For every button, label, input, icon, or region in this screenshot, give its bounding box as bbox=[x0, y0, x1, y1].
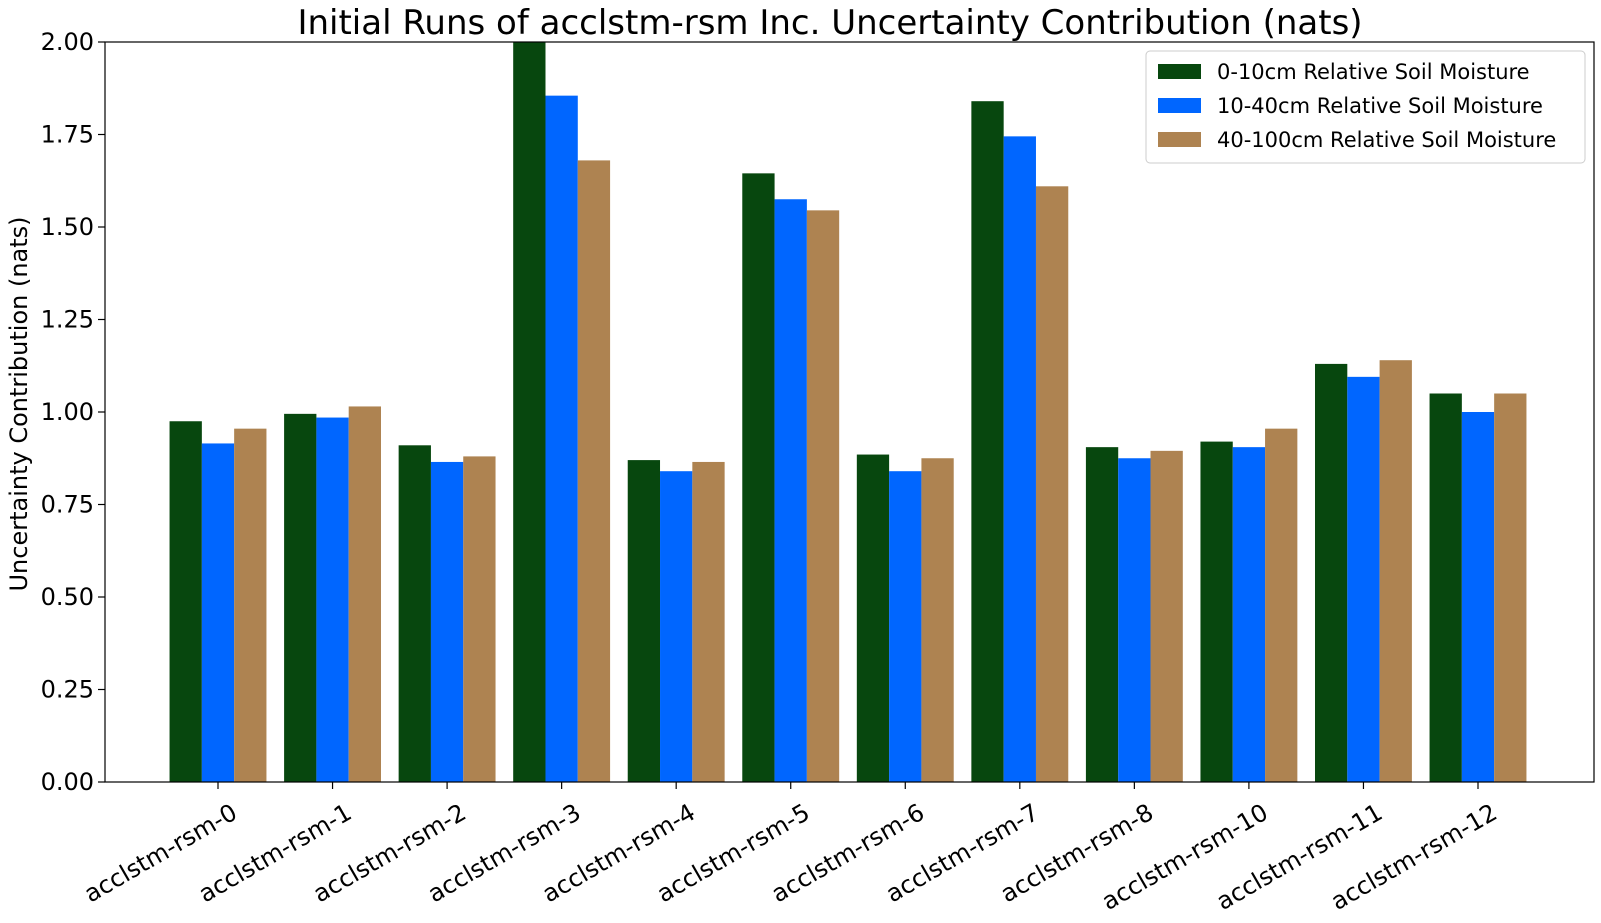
legend-swatch-1 bbox=[1158, 64, 1201, 79]
bar-acclstm-rsm-7-series-1 bbox=[971, 101, 1004, 782]
bar-acclstm-rsm-3-series-1 bbox=[513, 42, 546, 782]
bar-acclstm-rsm-4-series-3 bbox=[692, 461, 725, 782]
bar-acclstm-rsm-4-series-1 bbox=[627, 460, 661, 782]
bar-acclstm-rsm-12-series-2 bbox=[1461, 412, 1495, 782]
bar-acclstm-rsm-12-series-1 bbox=[1429, 393, 1462, 782]
legend-label-1: 0-10cm Relative Soil Moisture bbox=[1217, 60, 1530, 84]
bar-acclstm-rsm-6-series-1 bbox=[856, 454, 890, 782]
y-tick-label: 1.25 bbox=[41, 306, 94, 334]
bar-acclstm-rsm-5-series-1 bbox=[742, 173, 775, 783]
legend-swatch-3 bbox=[1158, 132, 1201, 147]
legend-label-3: 40-100cm Relative Soil Moisture bbox=[1217, 128, 1556, 152]
x-axis: acclstm-rsm-0acclstm-rsm-1acclstm-rsm-2a… bbox=[79, 782, 1502, 916]
y-axis: 0.00 0.25 0.50 0.75 1.00 1.25 1.50 1.75 2.00 bbox=[41, 28, 105, 796]
bar-acclstm-rsm-8-series-1 bbox=[1085, 447, 1119, 782]
bar-acclstm-rsm-3-series-3 bbox=[577, 160, 611, 782]
bar-acclstm-rsm-5-series-3 bbox=[806, 210, 840, 783]
y-axis-label: Uncertainty Contribution (nats) bbox=[5, 216, 33, 591]
bar-acclstm-rsm-12-series-3 bbox=[1494, 393, 1527, 782]
bar-acclstm-rsm-0-series-1 bbox=[169, 421, 202, 782]
chart-title: Initial Runs of acclstm-rsm Inc. Uncerta… bbox=[297, 3, 1362, 43]
bar-acclstm-rsm-7-series-3 bbox=[1035, 186, 1069, 783]
bar-acclstm-rsm-1-series-2 bbox=[316, 417, 349, 782]
bar-acclstm-rsm-5-series-2 bbox=[774, 199, 807, 782]
bar-acclstm-rsm-6-series-3 bbox=[921, 458, 954, 782]
legend-swatch-2 bbox=[1158, 98, 1201, 113]
legend: 0-10cm Relative Soil Moisture 10-40cm Rel… bbox=[1145, 50, 1586, 164]
y-tick-label: 1.00 bbox=[41, 398, 94, 426]
bar-acclstm-rsm-2-series-3 bbox=[463, 456, 496, 782]
y-tick-label: 1.75 bbox=[41, 121, 94, 149]
y-tick-label: 0.75 bbox=[41, 491, 94, 519]
bar-acclstm-rsm-4-series-2 bbox=[660, 471, 693, 782]
bar-acclstm-rsm-7-series-2 bbox=[1003, 136, 1036, 783]
y-tick-label: 0.00 bbox=[41, 768, 94, 796]
bar-acclstm-rsm-8-series-2 bbox=[1118, 458, 1151, 782]
bars-layer bbox=[169, 42, 1527, 783]
plot-frame bbox=[104, 41, 1595, 783]
bar-acclstm-rsm-10-series-3 bbox=[1265, 428, 1298, 782]
bar-acclstm-rsm-11-series-1 bbox=[1315, 363, 1348, 782]
y-tick-label: 2.00 bbox=[41, 28, 94, 56]
y-tick-label: 1.50 bbox=[41, 213, 94, 241]
bar-acclstm-rsm-3-series-2 bbox=[545, 95, 578, 782]
bar-acclstm-rsm-11-series-2 bbox=[1347, 376, 1380, 782]
bar-acclstm-rsm-6-series-2 bbox=[889, 471, 922, 782]
bar-acclstm-rsm-8-series-3 bbox=[1150, 450, 1183, 782]
legend-label-2: 10-40cm Relative Soil Moisture bbox=[1217, 94, 1543, 118]
bar-acclstm-rsm-10-series-1 bbox=[1200, 441, 1233, 782]
legend-box bbox=[1145, 50, 1586, 164]
bar-acclstm-rsm-11-series-3 bbox=[1379, 360, 1412, 782]
bar-acclstm-rsm-2-series-1 bbox=[398, 445, 431, 782]
bar-acclstm-rsm-1-series-1 bbox=[284, 413, 317, 782]
bar-acclstm-rsm-0-series-3 bbox=[234, 428, 267, 782]
bar-acclstm-rsm-0-series-2 bbox=[201, 443, 235, 782]
y-tick-label: 0.50 bbox=[41, 583, 94, 611]
bar-acclstm-rsm-10-series-2 bbox=[1232, 447, 1266, 782]
bar-acclstm-rsm-2-series-2 bbox=[430, 461, 464, 782]
y-tick-label: 0.25 bbox=[41, 676, 94, 704]
bar-acclstm-rsm-1-series-3 bbox=[348, 406, 381, 782]
